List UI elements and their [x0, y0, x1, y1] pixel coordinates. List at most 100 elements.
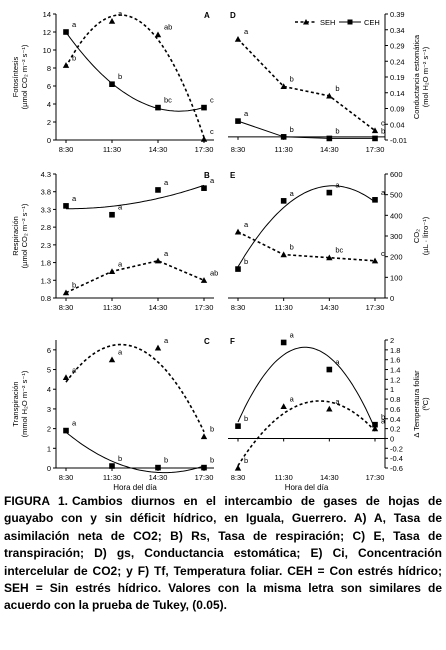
series-line-ceh — [237, 185, 376, 268]
y-tick-label: 12 — [43, 28, 51, 37]
significance-letter: b — [118, 454, 122, 463]
data-point-seh — [62, 62, 70, 68]
y-tick-label: -0.2 — [390, 444, 403, 453]
y-tick-label: 0.2 — [390, 425, 400, 434]
x-tick-label: 11:30 — [275, 145, 293, 154]
y-tick-label: 200 — [390, 253, 403, 262]
y-tick-label: -0.4 — [390, 454, 403, 463]
significance-letter: b — [290, 125, 294, 134]
x-tick-label: 14:30 — [149, 145, 168, 154]
data-point-seh — [154, 257, 162, 264]
chart-panel-f: -0.6-0.4-0.200.20.40.60.811.21.41.61.82 8… — [228, 330, 430, 490]
data-point-seh — [280, 403, 287, 410]
data-point-ceh — [326, 135, 333, 142]
data-point-seh — [200, 135, 208, 142]
y-tick-label: 0.19 — [390, 73, 405, 82]
x-tick-label: 14:30 — [320, 473, 339, 482]
y-tick-label: 1 — [390, 385, 394, 394]
data-point-seh — [234, 228, 242, 235]
significance-letter: a — [72, 194, 77, 203]
significance-letter: a — [72, 419, 77, 428]
significance-letter: a — [335, 358, 340, 367]
data-point-ceh — [109, 211, 115, 218]
y-tick-label: 0 — [47, 136, 51, 145]
y-axis-title: CO₂ — [412, 229, 421, 243]
data-point-ceh — [63, 203, 69, 209]
data-point-seh — [326, 254, 333, 261]
series-line-seh — [65, 14, 205, 138]
significance-letter: a — [381, 417, 386, 426]
significance-letter: b — [244, 456, 248, 465]
y-tick-label: 500 — [390, 191, 403, 200]
data-point-seh — [154, 31, 162, 38]
significance-letter: a — [244, 27, 249, 36]
data-point-seh — [62, 289, 70, 296]
y-tick-label: 0.6 — [390, 405, 400, 414]
chart-panel-b: 0.8 1.3 1.8 2.3 2.8 3.3 3.8 4.3 8:30 11:30 14:30 17… — [11, 170, 218, 312]
series-line-seh — [65, 343, 205, 433]
x-tick-label: 11:30 — [103, 145, 121, 154]
y-tick-label: 6 — [47, 346, 51, 355]
panel-label: A — [204, 11, 210, 20]
x-tick-label: 11:30 — [103, 473, 121, 482]
significance-letter: a — [118, 348, 123, 357]
y-tick-label: 0 — [390, 294, 394, 303]
y-axis-title: (ºC) — [421, 397, 430, 411]
data-point-ceh — [372, 197, 378, 203]
y-tick-label: 5 — [47, 366, 51, 375]
y-tick-label: 1.4 — [390, 366, 400, 375]
data-point-seh — [154, 344, 162, 351]
significance-letter: b — [210, 424, 214, 433]
significance-letter: a — [164, 178, 169, 187]
x-tick-label: 8:30 — [59, 473, 74, 482]
chart-panel-c: 0 1 2 3 4 5 6 8:30 11:30 14:30 17:30 Hora del día Tr… — [11, 336, 214, 490]
y-tick-label: 4 — [47, 385, 51, 394]
y-tick-label: 100 — [390, 273, 403, 282]
significance-letter: a — [164, 249, 169, 258]
significance-letter: a — [72, 20, 77, 29]
x-tick-label: 17:30 — [366, 145, 385, 154]
y-tick-label: 0.24 — [390, 57, 405, 66]
data-point-seh — [326, 405, 333, 412]
panel-label: E — [230, 171, 236, 180]
chart-panel-a: 0 2 4 6 8 10 12 14 8:30 11:30 14:30 17:30 Fotosíntes… — [11, 9, 214, 154]
significance-letter: c — [381, 119, 385, 128]
data-point-seh — [280, 251, 287, 258]
data-point-seh — [280, 83, 287, 90]
caption-text: Cambios diurnos en el intercambio de gas… — [4, 494, 442, 613]
significance-letter: b — [290, 243, 294, 252]
x-tick-label: 14:30 — [149, 473, 168, 482]
y-tick-label: 2.8 — [41, 223, 51, 232]
panel-label: F — [230, 337, 235, 346]
data-point-seh — [326, 92, 333, 99]
chart-panel-d: -0.01 0.04 0.09 0.14 0.19 0.24 0.29 0.34 0.39 8:3… — [228, 10, 430, 154]
data-point-seh — [371, 257, 379, 264]
data-point-ceh — [63, 29, 69, 35]
significance-letter: a — [381, 188, 386, 197]
significance-letter: b — [244, 414, 248, 423]
y-tick-label: 1 — [47, 444, 51, 453]
significance-letter: b — [72, 281, 76, 290]
y-tick-label: 14 — [43, 10, 51, 19]
significance-letter: c — [210, 96, 214, 105]
y-tick-label: -0.6 — [390, 464, 403, 473]
significance-letter: b — [381, 126, 385, 135]
legend-marker-seh — [303, 19, 309, 25]
y-axis-title: (µmol CO₂ m⁻² s⁻¹) — [20, 203, 29, 268]
significance-letter: a — [290, 330, 295, 339]
y-tick-label: 0.14 — [390, 89, 405, 98]
significance-letter: a — [118, 9, 123, 18]
data-point-ceh — [235, 266, 241, 272]
y-tick-label: 3.3 — [41, 205, 51, 214]
y-tick-label: 4.3 — [41, 170, 51, 179]
x-axis-title: Hora del día — [285, 483, 329, 490]
significance-letter: b — [210, 456, 214, 465]
y-tick-label: 2 — [47, 118, 51, 127]
x-tick-label: 17:30 — [195, 145, 214, 154]
x-tick-label: 14:30 — [320, 303, 339, 312]
data-point-ceh — [280, 198, 287, 204]
data-point-ceh — [201, 464, 207, 471]
series-line-seh — [237, 231, 376, 262]
significance-letter: b — [290, 74, 294, 83]
data-point-ceh — [326, 366, 333, 373]
